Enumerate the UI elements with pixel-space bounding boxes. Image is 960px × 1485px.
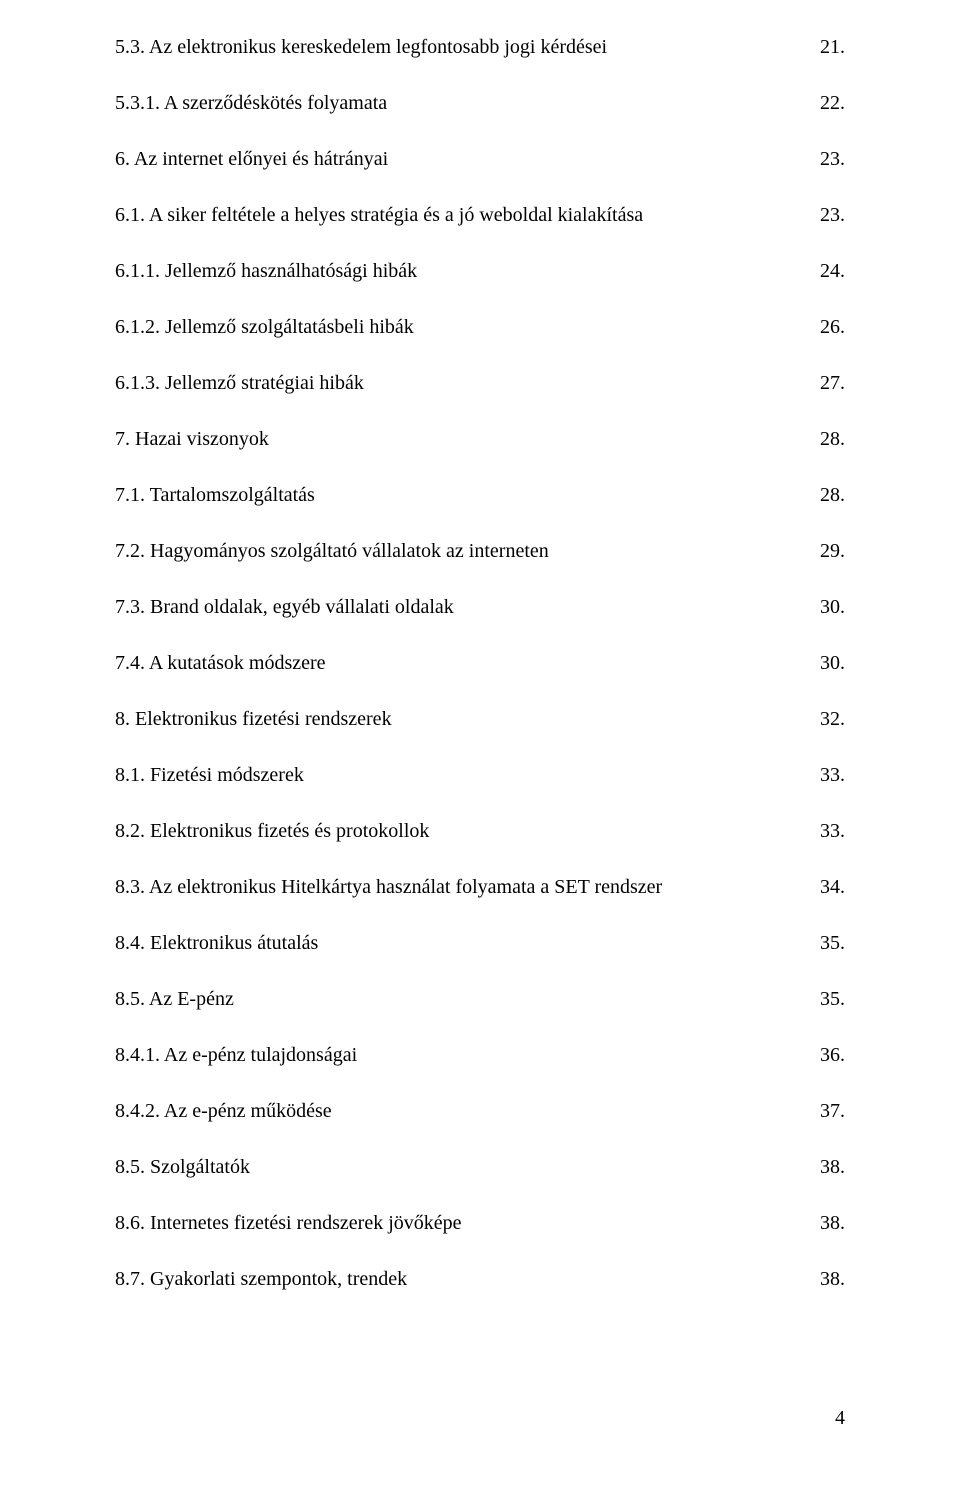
toc-entry-page: 35.: [820, 987, 845, 1011]
toc-row: 7.2. Hagyományos szolgáltató vállalatok …: [115, 539, 845, 563]
toc-entry-page: 28.: [820, 427, 845, 451]
toc-entry-page: 24.: [820, 259, 845, 283]
toc-entry-title: 7.2. Hagyományos szolgáltató vállalatok …: [115, 539, 820, 563]
toc-entry-page: 22.: [820, 91, 845, 115]
toc-entry-page: 34.: [820, 875, 845, 899]
toc-entry-title: 8.4. Elektronikus átutalás: [115, 931, 820, 955]
toc-entry-page: 30.: [820, 651, 845, 675]
toc-entry-title: 6.1.2. Jellemző szolgáltatásbeli hibák: [115, 315, 820, 339]
toc-row: 6.1. A siker feltétele a helyes stratégi…: [115, 203, 845, 227]
toc-entry-page: 28.: [820, 483, 845, 507]
toc-entry-page: 23.: [820, 203, 845, 227]
toc-row: 5.3. Az elektronikus kereskedelem legfon…: [115, 35, 845, 59]
toc-entry-title: 7. Hazai viszonyok: [115, 427, 820, 451]
toc-entry-page: 33.: [820, 763, 845, 787]
toc-entry-title: 7.4. A kutatások módszere: [115, 651, 820, 675]
toc-entry-title: 6.1. A siker feltétele a helyes stratégi…: [115, 203, 820, 227]
toc-row: 6.1.1. Jellemző használhatósági hibák24.: [115, 259, 845, 283]
toc-entry-title: 7.3. Brand oldalak, egyéb vállalati olda…: [115, 595, 820, 619]
toc-entry-title: 8.6. Internetes fizetési rendszerek jövő…: [115, 1211, 820, 1235]
toc-row: 6.1.2. Jellemző szolgáltatásbeli hibák26…: [115, 315, 845, 339]
toc-entry-page: 21.: [820, 35, 845, 59]
toc-row: 7.1. Tartalomszolgáltatás28.: [115, 483, 845, 507]
toc-entry-title: 6.1.3. Jellemző stratégiai hibák: [115, 371, 820, 395]
toc-page: 5.3. Az elektronikus kereskedelem legfon…: [0, 0, 960, 1291]
toc-entry-title: 6.1.1. Jellemző használhatósági hibák: [115, 259, 820, 283]
toc-entry-page: 38.: [820, 1211, 845, 1235]
toc-entry-title: 8.4.2. Az e-pénz működése: [115, 1099, 820, 1123]
toc-entry-page: 30.: [820, 595, 845, 619]
toc-entry-title: 8. Elektronikus fizetési rendszerek: [115, 707, 820, 731]
toc-entry-page: 26.: [820, 315, 845, 339]
toc-entry-title: 8.4.1. Az e-pénz tulajdonságai: [115, 1043, 820, 1067]
toc-entry-page: 36.: [820, 1043, 845, 1067]
toc-row: 8.4.1. Az e-pénz tulajdonságai36.: [115, 1043, 845, 1067]
toc-entry-title: 8.1. Fizetési módszerek: [115, 763, 820, 787]
toc-entry-page: 27.: [820, 371, 845, 395]
toc-entry-title: 8.2. Elektronikus fizetés és protokollok: [115, 819, 820, 843]
toc-row: 7. Hazai viszonyok28.: [115, 427, 845, 451]
toc-entry-page: 29.: [820, 539, 845, 563]
toc-row: 6.1.3. Jellemző stratégiai hibák27.: [115, 371, 845, 395]
toc-row: 8.4.2. Az e-pénz működése37.: [115, 1099, 845, 1123]
toc-row: 8. Elektronikus fizetési rendszerek32.: [115, 707, 845, 731]
toc-row: 8.6. Internetes fizetési rendszerek jövő…: [115, 1211, 845, 1235]
toc-entry-page: 33.: [820, 819, 845, 843]
toc-entry-title: 6. Az internet előnyei és hátrányai: [115, 147, 820, 171]
toc-row: 8.5. Szolgáltatók38.: [115, 1155, 845, 1179]
toc-entry-title: 5.3. Az elektronikus kereskedelem legfon…: [115, 35, 820, 59]
toc-row: 7.3. Brand oldalak, egyéb vállalati olda…: [115, 595, 845, 619]
toc-entry-page: 38.: [820, 1155, 845, 1179]
toc-row: 8.5. Az E-pénz35.: [115, 987, 845, 1011]
toc-row: 8.7. Gyakorlati szempontok, trendek38.: [115, 1267, 845, 1291]
toc-row: 7.4. A kutatások módszere30.: [115, 651, 845, 675]
toc-row: 8.2. Elektronikus fizetés és protokollok…: [115, 819, 845, 843]
toc-entry-page: 37.: [820, 1099, 845, 1123]
toc-entry-title: 7.1. Tartalomszolgáltatás: [115, 483, 820, 507]
toc-row: 5.3.1. A szerződéskötés folyamata22.: [115, 91, 845, 115]
toc-entry-page: 32.: [820, 707, 845, 731]
page-number: 4: [835, 1407, 845, 1430]
toc-row: 6. Az internet előnyei és hátrányai23.: [115, 147, 845, 171]
toc-entry-title: 5.3.1. A szerződéskötés folyamata: [115, 91, 820, 115]
toc-entry-page: 38.: [820, 1267, 845, 1291]
toc-entry-title: 8.5. Az E-pénz: [115, 987, 820, 1011]
toc-entry-title: 8.5. Szolgáltatók: [115, 1155, 820, 1179]
toc-list: 5.3. Az elektronikus kereskedelem legfon…: [115, 35, 845, 1291]
toc-row: 8.3. Az elektronikus Hitelkártya használ…: [115, 875, 845, 899]
toc-entry-title: 8.7. Gyakorlati szempontok, trendek: [115, 1267, 820, 1291]
toc-entry-page: 35.: [820, 931, 845, 955]
toc-entry-page: 23.: [820, 147, 845, 171]
toc-entry-title: 8.3. Az elektronikus Hitelkártya használ…: [115, 875, 820, 899]
toc-row: 8.4. Elektronikus átutalás35.: [115, 931, 845, 955]
toc-row: 8.1. Fizetési módszerek33.: [115, 763, 845, 787]
